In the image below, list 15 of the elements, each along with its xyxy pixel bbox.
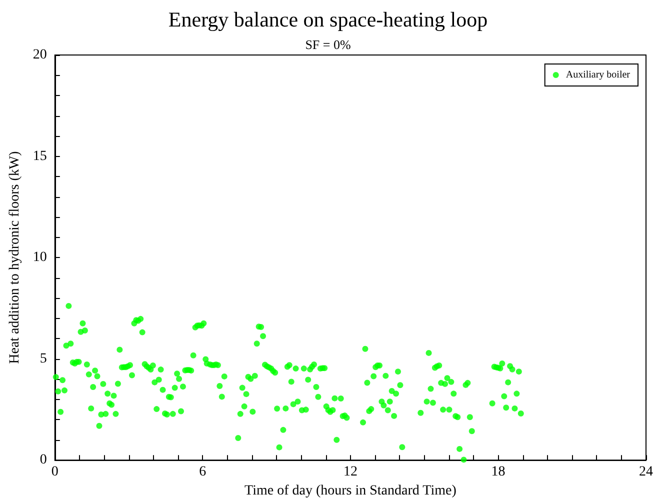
- x-tick-label: 6: [199, 464, 206, 480]
- chart-title: Energy balance on space-heating loop: [168, 8, 488, 32]
- x-tick-label: 24: [639, 464, 653, 480]
- y-tick-label: 0: [40, 452, 47, 468]
- y-axis-title: Heat addition to hydronic floors (kW): [8, 150, 22, 364]
- x-tick-label: 0: [51, 464, 58, 480]
- x-axis-title: Time of day (hours in Standard Time): [244, 484, 457, 498]
- y-tick-label: 10: [32, 250, 47, 266]
- x-tick-label: 12: [343, 464, 358, 480]
- chart-subtitle: SF = 0%: [305, 37, 351, 52]
- y-tick-label: 15: [32, 148, 47, 164]
- y-tick-label: 5: [40, 351, 47, 366]
- legend-label: Auxiliary boiler: [566, 70, 631, 80]
- y-tick-label: 20: [32, 48, 47, 62]
- x-tick-label: 18: [491, 464, 506, 480]
